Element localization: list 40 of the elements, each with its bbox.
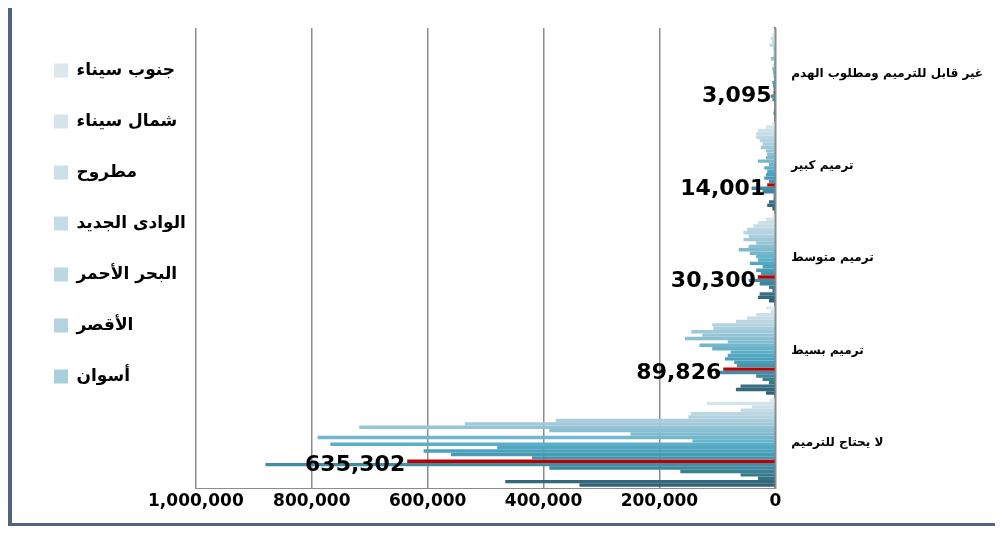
bar — [724, 357, 775, 361]
legend-label: شمال سيناء — [76, 109, 178, 130]
x-tick-label: 1,000,000 — [148, 490, 244, 511]
data-label: 3,095 — [701, 82, 772, 108]
legend-label: الوادى الجديد — [76, 211, 186, 233]
bar — [770, 36, 775, 41]
bar — [768, 179, 775, 184]
x-tick-label: 600,000 — [388, 490, 467, 511]
bar — [757, 159, 775, 163]
y-tick-label: لا يحتاج للترميم — [791, 434, 884, 449]
legend-label: الأقصر — [75, 313, 134, 335]
bar — [772, 67, 775, 71]
x-tick-label: 800,000 — [273, 490, 351, 511]
x-tick-label: 0 — [769, 490, 782, 511]
data-label: 30,300 — [670, 266, 756, 292]
legend-label: مطروح — [76, 160, 137, 182]
legend-label: البحر الأحمر — [75, 262, 178, 284]
legend-label: جنوب سيناء — [76, 58, 176, 80]
bar — [770, 57, 775, 61]
bar — [740, 384, 775, 388]
bar — [757, 275, 775, 279]
data-label: 89,826 — [636, 358, 722, 384]
x-tick-label: 400,000 — [504, 490, 583, 511]
bar — [772, 97, 775, 102]
y-tick-label: ترميم متوسط — [791, 250, 874, 266]
y-tick-label: غير قابل للترميم ومطلوب الهدم — [791, 66, 983, 82]
y-tick-label: ترميم بسيط — [791, 342, 864, 357]
bar — [766, 172, 775, 177]
legend-label: أسوان — [76, 363, 131, 386]
bar — [772, 33, 775, 37]
bar — [743, 237, 775, 242]
bar — [766, 306, 775, 310]
bar — [759, 292, 775, 296]
bar — [767, 183, 775, 187]
y-tick-label: ترميم كبير — [790, 158, 854, 173]
bar — [723, 367, 775, 371]
bar — [756, 268, 775, 272]
data-label: 14,001 — [680, 174, 766, 200]
bar — [772, 80, 775, 85]
x-tick-label: 200,000 — [620, 490, 699, 511]
